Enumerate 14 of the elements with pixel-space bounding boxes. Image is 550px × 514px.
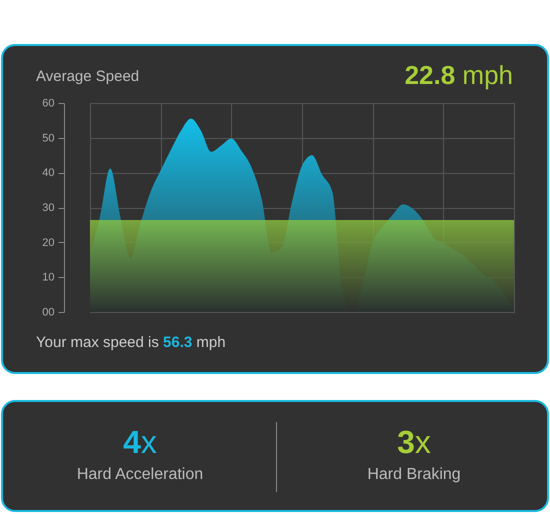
y-tick-label: 60: [42, 98, 54, 110]
text: Hard Braking: [366, 466, 462, 484]
y-tick-label: 00: [42, 306, 54, 318]
y-tick-label: 40: [42, 167, 54, 180]
text: 3x: [397, 424, 431, 460]
text: 4x: [123, 424, 157, 460]
y-tick-label: 30: [42, 202, 54, 214]
y-tick-label: 10: [42, 272, 54, 284]
y-tick-label: 20: [42, 236, 54, 249]
text: Your max speed is 56.3 mph: [36, 334, 226, 351]
text: Hard Acceleration: [76, 466, 204, 484]
text: 22.8 mph: [404, 60, 513, 90]
chart-title: Average Speed: [36, 68, 140, 85]
y-tick-label: 50: [42, 132, 54, 144]
